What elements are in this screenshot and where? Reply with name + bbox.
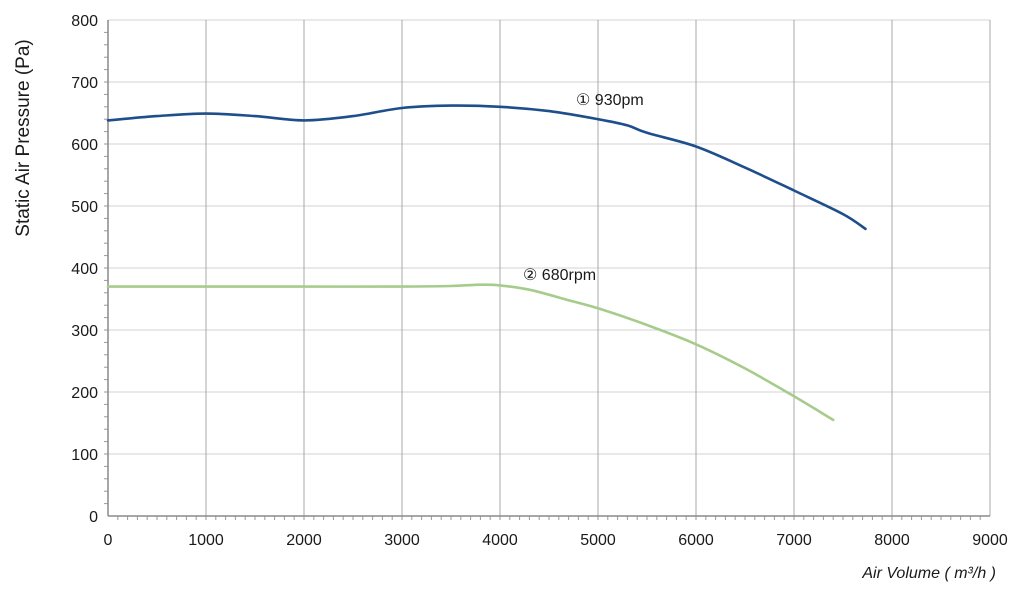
x-tick-label: 0 bbox=[104, 532, 113, 549]
x-tick-label: 2000 bbox=[286, 532, 322, 549]
grid-layer bbox=[108, 19, 991, 516]
x-tick-label: 8000 bbox=[874, 532, 910, 549]
series-label-930pm: ① 930pm bbox=[576, 92, 644, 109]
x-tick-label: 6000 bbox=[678, 532, 714, 549]
y-tick-label: 700 bbox=[71, 75, 98, 92]
series-layer bbox=[106, 104, 867, 422]
x-tick-label: 1000 bbox=[188, 532, 224, 549]
y-axis-label: Static Air Pressure (Pa) bbox=[13, 39, 34, 236]
y-tick-label: 500 bbox=[71, 199, 98, 216]
series-label-680rpm: ② 680rpm bbox=[523, 267, 596, 284]
x-tick-label: 9000 bbox=[972, 532, 1008, 549]
x-tick-label: 5000 bbox=[580, 532, 616, 549]
x-tick-label: 4000 bbox=[482, 532, 518, 549]
y-tick-label: 0 bbox=[89, 509, 98, 526]
series-line-1 bbox=[106, 104, 867, 231]
x-tick-label: 7000 bbox=[776, 532, 812, 549]
y-tick-label: 800 bbox=[71, 13, 98, 30]
y-tick-label: 200 bbox=[71, 385, 98, 402]
series-line-2 bbox=[106, 283, 835, 422]
y-tick-label: 100 bbox=[71, 447, 98, 464]
y-tick-label: 600 bbox=[71, 137, 98, 154]
axis-layer bbox=[107, 20, 990, 517]
y-tick-label: 300 bbox=[71, 323, 98, 340]
x-axis-label: Air Volume ( m³/h ) bbox=[861, 565, 996, 582]
y-tick-label: 400 bbox=[71, 261, 98, 278]
x-tick-label: 3000 bbox=[384, 532, 420, 549]
label-layer: Static Air Pressure (Pa) Air Volume ( m³… bbox=[13, 39, 996, 582]
